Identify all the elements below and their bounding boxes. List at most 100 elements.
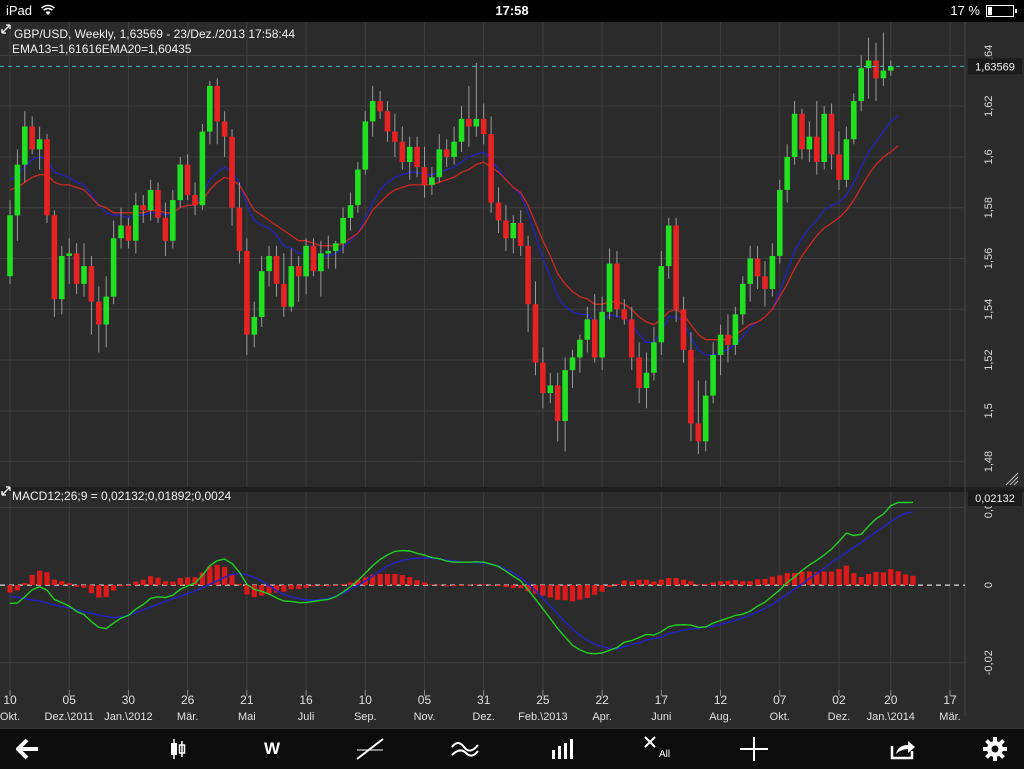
expand-macd-icon[interactable] (1, 486, 11, 496)
x-tick-day: 16 (299, 693, 313, 707)
histogram-bar (458, 585, 465, 586)
histogram-bar (718, 581, 724, 586)
main-info: GBP/USD, Weekly, 1,63569 - 23/Dez./2013 … (12, 27, 295, 503)
histogram-bar (88, 585, 94, 594)
candle (266, 245, 272, 287)
candle (199, 123, 206, 211)
candle (355, 162, 361, 213)
candle (614, 250, 620, 317)
x-tick-day: 21 (240, 693, 254, 707)
histogram-bar (703, 584, 709, 586)
bar-chart-icon[interactable] (541, 729, 585, 769)
main-info-line1: GBP/USD, Weekly, 1,63569 - 23/Dez./2013 … (14, 27, 295, 41)
battery-percent: 17 % (950, 3, 980, 18)
back-icon[interactable] (6, 729, 50, 769)
candle (621, 299, 628, 325)
crosshair-icon[interactable] (732, 729, 776, 769)
macd-line (9, 501, 914, 655)
candle (451, 126, 457, 165)
histogram-bar (569, 585, 576, 602)
candle (29, 116, 35, 155)
candle (443, 139, 450, 168)
candle (369, 85, 376, 137)
y-tick-label: 1,62 (983, 95, 995, 116)
candle (66, 238, 72, 284)
histogram-bar (858, 577, 864, 586)
histogram-bar (347, 582, 354, 586)
y-tick-label: 1,56 (983, 248, 995, 269)
axis-labels: 1,481,51,521,541,561,581,61,621,64-0,020… (0, 45, 1022, 723)
histogram-bar (340, 584, 346, 586)
x-tick-month: Apr. (592, 711, 612, 723)
histogram-bar (259, 585, 265, 596)
histogram-bar (658, 579, 664, 586)
back-icon (16, 738, 40, 760)
x-tick-month: Okt. (0, 711, 20, 723)
draw-line-icon[interactable] (348, 729, 392, 769)
candle (702, 380, 709, 452)
chart-area[interactable]: 1,481,51,521,541,561,581,61,621,64-0,020… (0, 22, 1024, 728)
clear-all-icon[interactable]: All (635, 729, 679, 769)
candle (643, 352, 650, 409)
histogram-bar (614, 584, 620, 586)
x-tick-day: 02 (832, 693, 846, 707)
x-tick-day: 31 (477, 693, 491, 707)
histogram-bar (540, 585, 546, 596)
candle (325, 235, 332, 269)
x-tick-month: Aug. (709, 711, 732, 723)
candle (814, 101, 820, 175)
candle (251, 301, 258, 348)
clear-all-icon-label: All (659, 749, 671, 760)
settings-icon[interactable] (973, 729, 1017, 769)
candle (22, 111, 28, 183)
histogram-bar (740, 581, 746, 586)
settings-icon (982, 736, 1008, 762)
histogram-bar (244, 585, 250, 595)
grid (0, 22, 1024, 716)
histogram-bar (821, 571, 827, 586)
candle-type-icon[interactable] (156, 729, 200, 769)
candle (762, 261, 768, 307)
candle (184, 154, 191, 201)
histogram-bar (370, 574, 376, 586)
resize-grip-icon[interactable] (1005, 472, 1019, 486)
histogram-bar (651, 581, 657, 586)
expand-main-icon[interactable] (1, 24, 11, 34)
histogram-bar (125, 585, 131, 586)
histogram-bar (118, 585, 124, 587)
candle (73, 243, 80, 295)
histogram-bar (732, 580, 738, 586)
histogram-bar (577, 585, 583, 600)
candle (732, 306, 739, 355)
histogram-bar (629, 581, 635, 586)
candle (828, 103, 835, 170)
candle (540, 347, 546, 409)
candle (155, 182, 161, 223)
histogram-bar (81, 585, 87, 588)
histogram-bar (66, 583, 72, 586)
x-tick-day: 05 (418, 693, 432, 707)
indicator-icon (450, 737, 480, 761)
candle (503, 205, 509, 251)
period-weekly-button[interactable]: W (250, 729, 294, 769)
histogram-bar (836, 568, 842, 586)
histogram-bar (606, 585, 613, 587)
candle (740, 276, 746, 325)
histogram-bar (473, 584, 479, 586)
histogram-bar (621, 580, 627, 586)
x-tick-day: 22 (595, 693, 609, 707)
x-tick-month: Jan.\2012 (104, 711, 152, 723)
candle (399, 126, 406, 170)
histogram-bar (488, 585, 494, 586)
histogram-bar (880, 572, 886, 586)
histogram-bar (148, 576, 154, 586)
candle (569, 349, 576, 388)
histogram-bar (792, 573, 798, 586)
histogram-bar (599, 585, 605, 592)
candle (562, 357, 568, 452)
x-tick-month: Dez. (472, 711, 495, 723)
share-icon[interactable] (881, 729, 925, 769)
candle (44, 134, 50, 223)
histogram-bar (177, 578, 183, 586)
indicator-icon[interactable] (443, 729, 487, 769)
